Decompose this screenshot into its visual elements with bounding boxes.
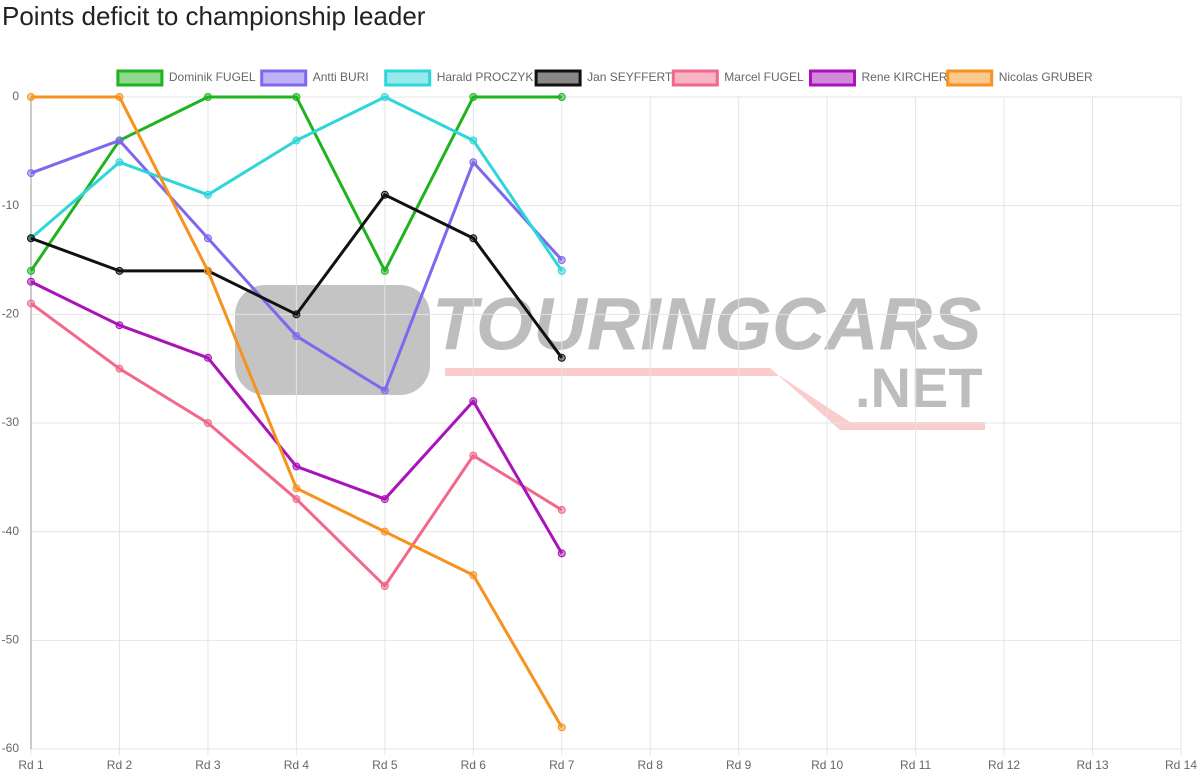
point — [292, 484, 301, 493]
legend-swatch — [260, 69, 308, 87]
x-tick-label: Rd 6 — [461, 758, 487, 772]
point — [380, 582, 389, 590]
watermark: TOURINGCARS.NET — [235, 283, 985, 430]
point — [27, 234, 35, 243]
point — [27, 169, 35, 178]
y-tick-label: -30 — [2, 415, 20, 429]
x-tick-label: Rd 4 — [284, 758, 310, 772]
point — [380, 386, 389, 395]
legend-label: Antti BURI — [313, 70, 369, 84]
point — [469, 158, 478, 167]
x-tick-label: Rd 5 — [372, 758, 398, 772]
x-tick-label: Rd 11 — [900, 758, 931, 772]
point — [557, 549, 566, 558]
watermark-car — [235, 285, 430, 395]
y-tick-label: 0 — [12, 89, 19, 103]
point — [292, 93, 301, 101]
legend-swatch — [534, 69, 582, 87]
legend-label: Rene KIRCHER — [862, 70, 948, 84]
legend-swatch — [116, 69, 164, 87]
x-tick-label: Rd 14 — [1165, 758, 1197, 772]
point — [115, 158, 124, 167]
point — [203, 419, 212, 427]
point — [115, 364, 124, 373]
point — [203, 234, 212, 243]
point — [557, 723, 566, 732]
point — [292, 310, 301, 319]
point — [380, 93, 389, 101]
y-tick-label: -50 — [2, 633, 20, 647]
x-tick-label: Rd 7 — [549, 758, 575, 772]
point — [469, 451, 478, 460]
legend-label: Harald PROCZYK — [437, 70, 534, 84]
legend-label: Dominik FUGEL — [169, 70, 256, 84]
point — [469, 136, 478, 145]
legend-label: Jan SEYFFERT — [587, 70, 673, 84]
x-tick-label: Rd 12 — [988, 758, 1020, 772]
chart-title: Points deficit to championship leader — [2, 1, 426, 31]
x-tick-label: Rd 2 — [107, 758, 133, 772]
point — [115, 321, 124, 330]
point — [380, 527, 389, 536]
legend-label: Marcel FUGEL — [724, 70, 804, 84]
point — [380, 266, 389, 275]
point — [380, 190, 389, 199]
point — [292, 332, 301, 341]
x-tick-label: Rd 3 — [195, 758, 221, 772]
x-tick-label: Rd 8 — [638, 758, 664, 772]
legend-item: Marcel FUGEL — [671, 69, 804, 87]
point — [557, 256, 566, 264]
point — [203, 93, 212, 101]
point — [557, 93, 566, 101]
point — [469, 571, 478, 580]
watermark-suffix: .NET — [855, 356, 983, 419]
point — [292, 136, 301, 145]
y-tick-label: -20 — [2, 307, 20, 321]
point — [27, 299, 35, 308]
point — [469, 397, 478, 406]
point — [203, 190, 212, 199]
legend-item: Harald PROCZYK — [384, 69, 534, 87]
legend-label: Nicolas GRUBER — [999, 70, 1093, 84]
legend-swatch — [946, 69, 994, 87]
legend-item: Antti BURI — [260, 69, 369, 87]
y-tick-label: -60 — [2, 741, 20, 755]
point — [557, 353, 566, 362]
legend-item: Rene KIRCHER — [809, 69, 948, 87]
legend-item: Jan SEYFFERT — [534, 69, 673, 87]
point — [557, 266, 566, 275]
watermark-text: TOURINGCARS — [432, 283, 982, 366]
watermark-stripe — [445, 368, 985, 430]
point — [115, 93, 124, 101]
point — [27, 266, 35, 275]
y-tick-label: -10 — [2, 198, 20, 212]
x-tick-label: Rd 10 — [811, 758, 843, 772]
point — [469, 234, 478, 243]
legend-swatch — [384, 69, 432, 87]
point — [292, 462, 301, 471]
point — [203, 266, 212, 275]
legend-item: Nicolas GRUBER — [946, 69, 1093, 87]
point — [203, 353, 212, 362]
legend-swatch — [809, 69, 856, 87]
point — [380, 495, 389, 504]
point — [557, 505, 566, 514]
x-tick-label: Rd 13 — [1077, 758, 1109, 772]
point — [469, 93, 478, 101]
x-tick-label: Rd 1 — [18, 758, 44, 772]
point — [292, 495, 301, 504]
point — [27, 277, 35, 286]
point — [115, 136, 124, 145]
point — [115, 266, 124, 275]
point — [27, 93, 35, 101]
legend-swatch — [671, 69, 719, 87]
legend-item: Dominik FUGEL — [116, 69, 256, 87]
x-tick-label: Rd 9 — [726, 758, 752, 772]
y-tick-label: -40 — [2, 524, 20, 538]
